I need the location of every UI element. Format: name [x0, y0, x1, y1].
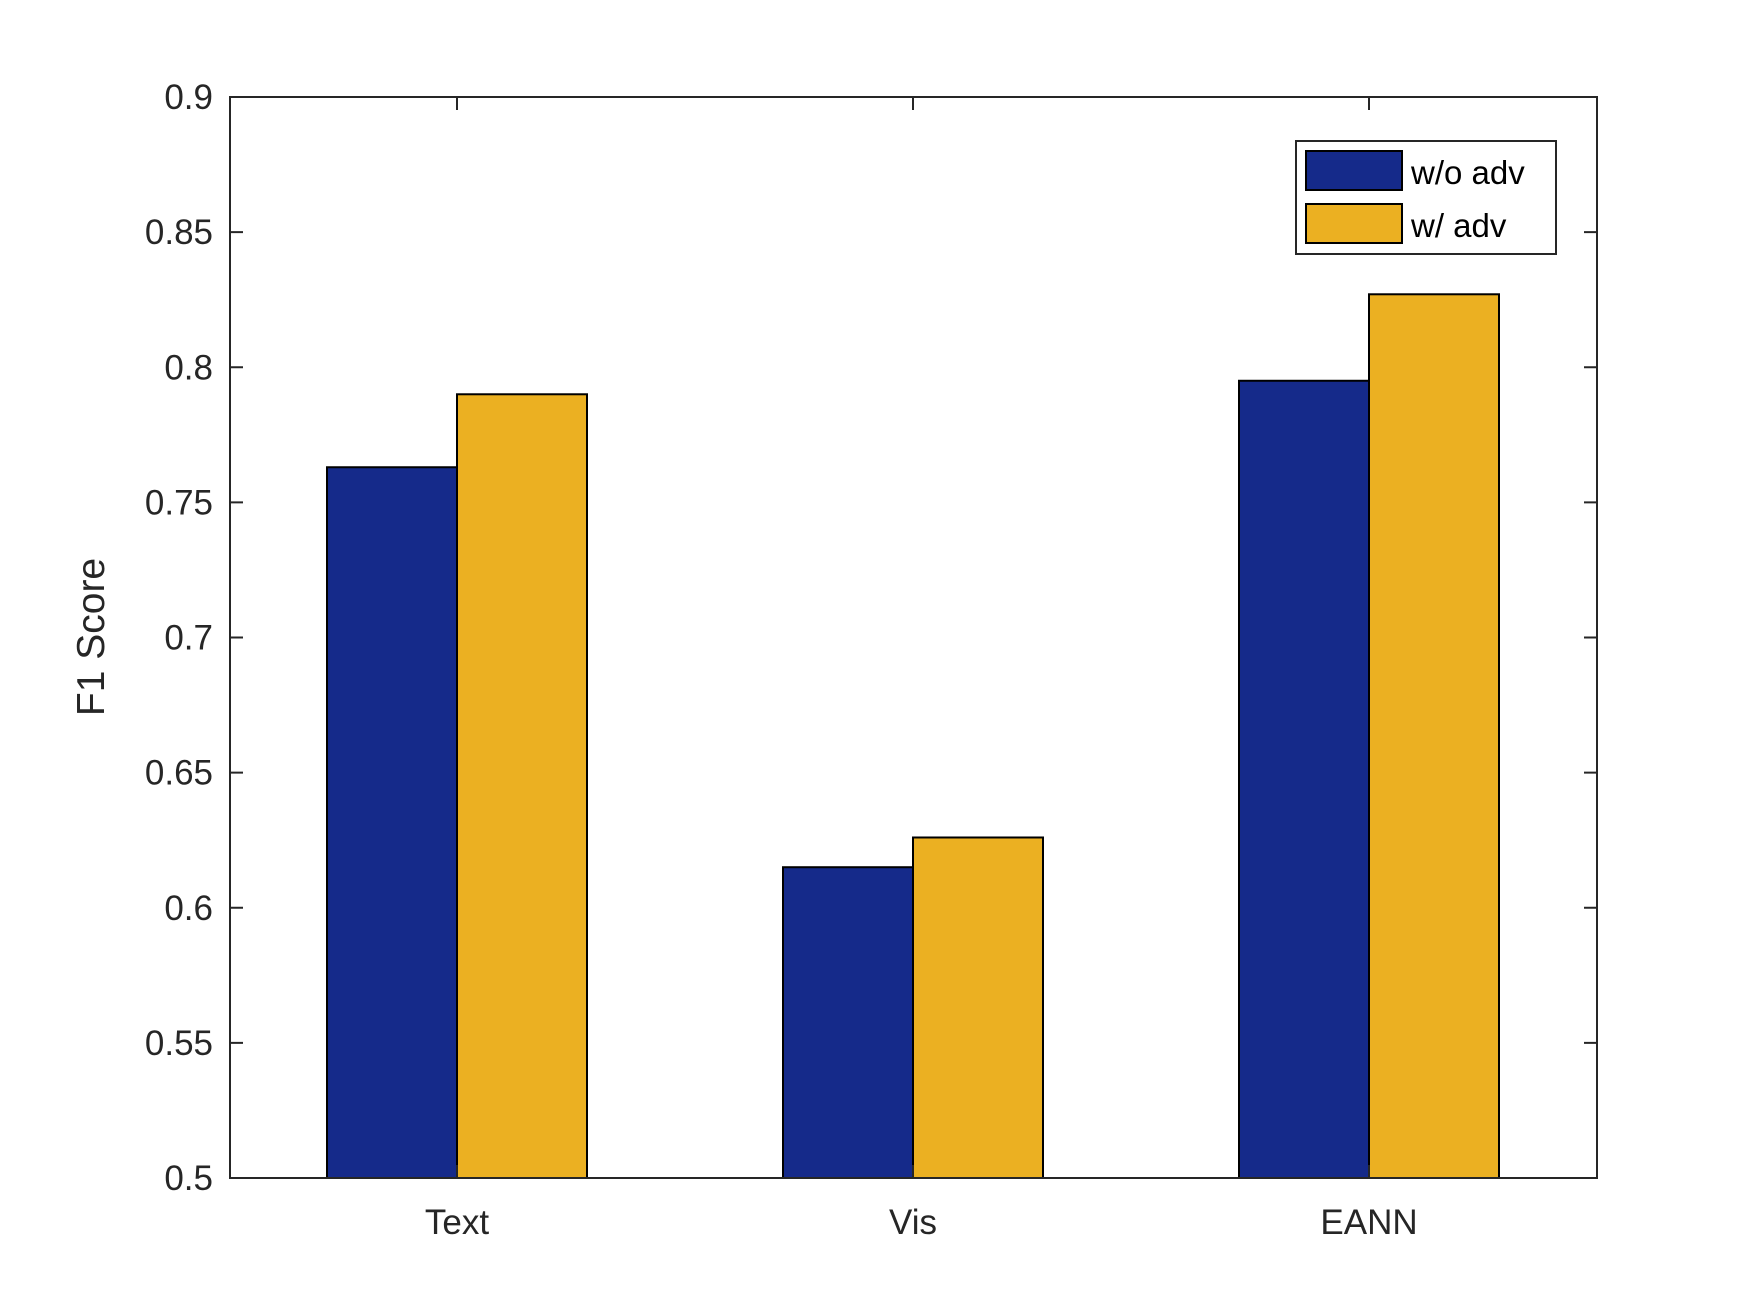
bar-eann-w-adv: [1368, 293, 1500, 1180]
legend-label-w-adv: w/ adv: [1410, 207, 1507, 244]
y-tick-label-0-9: 0.9: [164, 78, 213, 117]
y-tick-label-0-8: 0.8: [164, 348, 213, 387]
legend-swatch-w-adv: [1305, 203, 1403, 244]
x-tick-label-text: Text: [425, 1203, 489, 1242]
y-tick-label-0-65: 0.65: [145, 754, 213, 793]
y-tick-label-0-55: 0.55: [145, 1024, 213, 1063]
ticks-group: [230, 96, 1597, 1179]
y-tick-label-0-85: 0.85: [145, 213, 213, 252]
x-tick-label-eann: EANN: [1320, 1203, 1417, 1242]
legend: w/o adv w/ adv: [1295, 140, 1557, 255]
x-tick-labels: Text Vis EANN: [425, 1203, 1418, 1242]
y-tick-labels: 0.5 0.55 0.6 0.65 0.7 0.75 0.8 0.85 0.9: [145, 78, 213, 1198]
y-tick-label-0-7: 0.7: [164, 619, 213, 658]
bar-eann-w-o-adv: [1238, 379, 1370, 1179]
bar-vis-w-adv: [912, 836, 1044, 1179]
bar-text-w-o-adv: [326, 466, 458, 1179]
bar-vis-w-o-adv: [782, 866, 914, 1180]
y-tick-label-0-6: 0.6: [164, 889, 213, 928]
y-tick-label-0-75: 0.75: [145, 483, 213, 522]
y-axis-title: F1 Score: [70, 558, 113, 716]
y-tick-label-0-5: 0.5: [164, 1159, 213, 1198]
bar-text-w-adv: [456, 393, 588, 1179]
legend-label-w-o-adv: w/o adv: [1410, 154, 1525, 191]
legend-swatch-w-o-adv: [1305, 150, 1403, 191]
bars-group: [326, 293, 1500, 1180]
x-tick-label-vis: Vis: [889, 1203, 937, 1242]
